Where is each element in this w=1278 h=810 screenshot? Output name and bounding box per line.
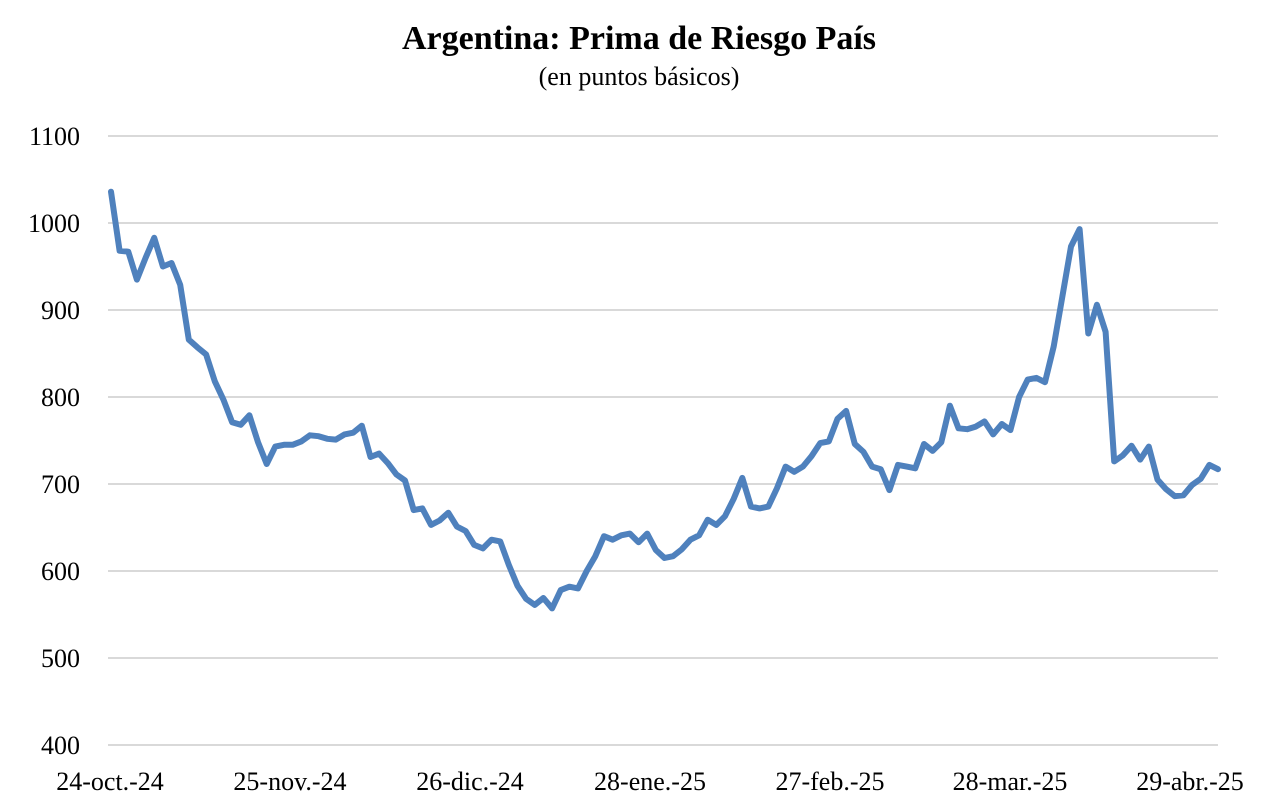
x-tick-label: 25-nov.-24 [233,767,346,796]
y-tick-label: 400 [41,731,80,760]
y-tick-label: 1000 [28,209,80,238]
y-tick-label: 500 [41,644,80,673]
gridlines [108,135,1218,746]
x-tick-label: 29-abr.-25 [1136,767,1244,796]
x-tick-label: 26-dic.-24 [416,767,524,796]
x-tick-label: 28-mar.-25 [953,767,1068,796]
y-axis-labels: 1100 1000 900 800 700 600 500 400 [28,122,80,760]
x-axis-labels: 24-oct.-24 25-nov.-24 26-dic.-24 28-ene.-25… [56,767,1244,796]
x-tick-label: 24-oct.-24 [56,767,164,796]
series-line [108,188,1221,612]
x-tick-label: 28-ene.-25 [594,767,706,796]
chart-title: Argentina: Prima de Riesgo País [401,20,877,57]
y-tick-label: 600 [41,557,80,586]
chart-subtitle: (en puntos básicos) [538,62,740,91]
y-tick-label: 800 [41,383,80,412]
y-tick-label: 700 [41,470,80,499]
y-tick-label: 1100 [29,122,80,151]
x-tick-label: 27-feb.-25 [775,767,884,796]
y-tick-label: 900 [41,296,80,325]
